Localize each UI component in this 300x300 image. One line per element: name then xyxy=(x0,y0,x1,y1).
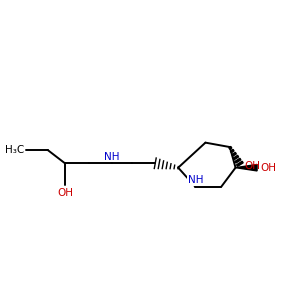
Text: OH: OH xyxy=(244,161,260,171)
Polygon shape xyxy=(235,158,241,163)
Text: OH: OH xyxy=(260,163,276,173)
Polygon shape xyxy=(237,161,243,167)
Text: NH: NH xyxy=(104,152,120,162)
Text: NH: NH xyxy=(188,175,203,185)
Polygon shape xyxy=(230,149,234,153)
Polygon shape xyxy=(232,152,236,156)
Text: H₃C: H₃C xyxy=(5,145,25,155)
Text: OH: OH xyxy=(57,188,73,198)
Polygon shape xyxy=(233,155,238,160)
Polygon shape xyxy=(229,146,232,149)
Polygon shape xyxy=(236,164,257,171)
